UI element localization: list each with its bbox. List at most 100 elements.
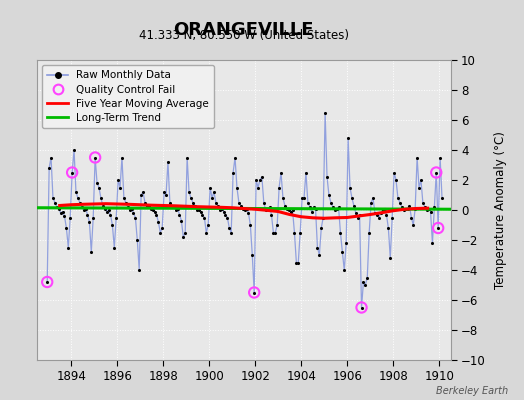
Point: [279, 195, 287, 201]
Point: [242, 205, 250, 212]
Point: [248, 252, 256, 258]
Point: [194, 207, 203, 213]
Point: [308, 208, 316, 215]
Point: [49, 195, 57, 201]
Point: [331, 207, 339, 213]
Point: [89, 214, 97, 221]
Point: [367, 199, 375, 206]
Point: [131, 214, 139, 221]
Point: [237, 202, 245, 209]
Point: [104, 207, 113, 213]
Point: [294, 259, 302, 266]
Point: [74, 195, 82, 201]
Point: [329, 204, 337, 210]
Point: [357, 304, 366, 311]
Point: [191, 202, 199, 209]
Point: [141, 199, 149, 206]
Point: [430, 204, 439, 210]
Point: [162, 192, 170, 198]
Point: [80, 207, 88, 213]
Point: [119, 195, 128, 201]
Point: [221, 211, 230, 218]
Point: [150, 208, 159, 215]
Point: [325, 192, 333, 198]
Point: [91, 154, 100, 161]
Point: [438, 195, 446, 201]
Point: [164, 159, 172, 165]
Point: [394, 195, 402, 201]
Point: [342, 240, 351, 246]
Point: [346, 184, 354, 191]
Point: [112, 214, 121, 221]
Point: [396, 199, 404, 206]
Text: 41.333 N, 80.550 W (United States): 41.333 N, 80.550 W (United States): [139, 29, 348, 42]
Point: [313, 244, 322, 251]
Point: [177, 217, 185, 224]
Point: [250, 289, 258, 296]
Point: [148, 207, 157, 213]
Point: [183, 154, 191, 161]
Point: [340, 267, 348, 273]
Point: [386, 255, 395, 261]
Point: [160, 189, 168, 195]
Point: [281, 202, 289, 209]
Point: [256, 177, 264, 183]
Point: [259, 199, 268, 206]
Point: [95, 184, 103, 191]
Point: [52, 204, 61, 210]
Point: [371, 210, 379, 216]
Point: [158, 225, 167, 231]
Point: [338, 249, 346, 255]
Point: [434, 225, 442, 231]
Point: [398, 204, 406, 210]
Point: [267, 211, 276, 218]
Point: [434, 225, 442, 231]
Point: [124, 204, 132, 210]
Point: [326, 199, 335, 206]
Point: [292, 259, 301, 266]
Point: [225, 225, 234, 231]
Point: [380, 205, 389, 212]
Point: [352, 210, 360, 216]
Point: [399, 207, 408, 213]
Point: [114, 177, 122, 183]
Point: [127, 205, 136, 212]
Point: [215, 207, 224, 213]
Point: [401, 205, 410, 212]
Point: [415, 184, 423, 191]
Point: [417, 177, 425, 183]
Point: [382, 211, 390, 218]
Point: [390, 169, 398, 176]
Point: [212, 199, 220, 206]
Point: [125, 207, 134, 213]
Point: [192, 207, 201, 213]
Point: [83, 211, 92, 218]
Point: [60, 213, 69, 219]
Point: [354, 214, 362, 221]
Point: [375, 214, 383, 221]
Point: [403, 205, 412, 212]
Point: [376, 210, 385, 216]
Point: [411, 205, 419, 212]
Point: [64, 244, 72, 251]
Point: [413, 154, 421, 161]
Point: [246, 222, 255, 228]
Point: [168, 202, 176, 209]
Point: [258, 174, 266, 180]
Point: [68, 169, 77, 176]
Point: [54, 205, 63, 212]
Point: [45, 165, 53, 171]
Point: [363, 274, 372, 281]
Point: [68, 169, 77, 176]
Point: [305, 204, 314, 210]
Point: [214, 202, 222, 209]
Point: [75, 199, 84, 206]
Point: [187, 195, 195, 201]
Legend: Raw Monthly Data, Quality Control Fail, Five Year Moving Average, Long-Term Tren: Raw Monthly Data, Quality Control Fail, …: [42, 65, 214, 128]
Point: [202, 229, 211, 236]
Point: [91, 154, 100, 161]
Point: [319, 214, 328, 221]
Point: [311, 205, 320, 212]
Point: [145, 202, 153, 209]
Point: [419, 199, 427, 206]
